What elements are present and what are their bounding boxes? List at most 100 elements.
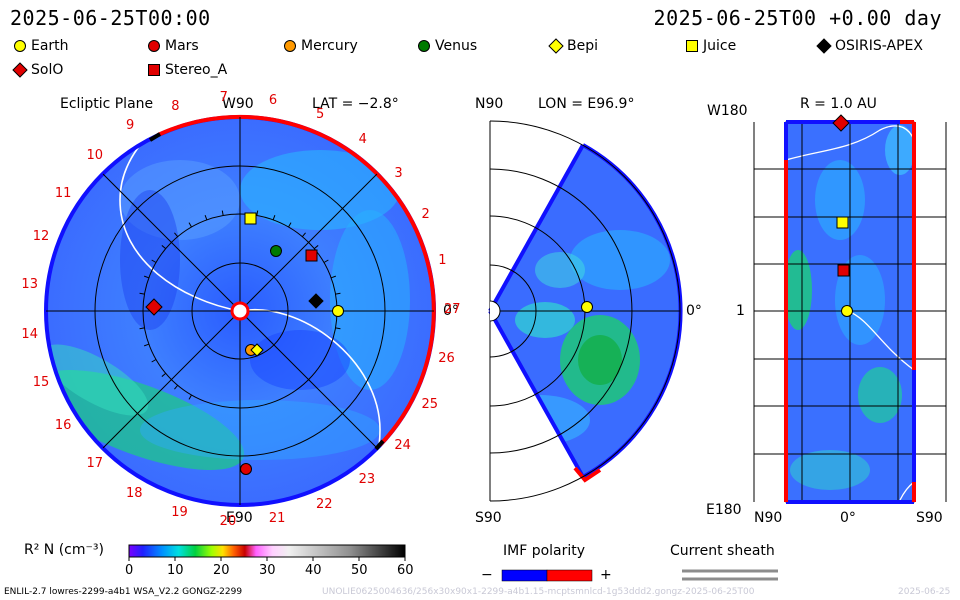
radial-mid-left: 1 (736, 303, 745, 319)
legend-item-bepi: Bepi (548, 38, 598, 54)
ecliptic-tick (221, 210, 224, 216)
earth-marker-radial (841, 305, 853, 317)
footer-right: UNOLIE0625004636/256x30x90x1-2299-a4b1.1… (322, 587, 755, 597)
meridional-right-label: 0° (686, 303, 702, 319)
earth-marker-meridional (581, 301, 593, 313)
ecliptic-panel (44, 114, 436, 507)
colorbar-tick-label: 20 (213, 563, 230, 578)
ecliptic-tick (174, 384, 179, 390)
legend-item-juice: Juice (684, 38, 736, 54)
carrington-label: 25 (421, 397, 438, 413)
carrington-label: 12 (32, 229, 50, 245)
ecliptic-tick (143, 343, 150, 347)
legend-item-earth: Earth (12, 38, 69, 54)
venus-marker (270, 245, 282, 257)
ecliptic-tick (151, 259, 157, 263)
carrington-label: 7 (219, 90, 228, 106)
carrington-label: 11 (54, 185, 72, 201)
radial-density-features (786, 125, 914, 501)
ecliptic-tick (288, 222, 292, 228)
carrington-label: 27 (444, 302, 461, 317)
radial-x-label-0: 0° (840, 510, 856, 526)
legend-square-icon (148, 64, 160, 76)
legend-label: OSIRIS-APEX (835, 38, 923, 54)
legend-label: Venus (435, 38, 478, 54)
radial-x-label-s90: S90 (916, 510, 943, 526)
carrington-label: 14 (21, 326, 38, 342)
legend-circle-icon (284, 40, 296, 52)
colorbar-tick-label: 10 (167, 563, 184, 578)
ecliptic-density-features (46, 117, 410, 505)
meridional-top-label: N90 (475, 96, 504, 112)
footer-left: ENLIL-2.7 lowres-2299-a4b1 WSA_V2.2 GONG… (4, 587, 243, 597)
ecliptic-tick (256, 210, 259, 216)
colorbar-label: R² N (cm⁻³) (24, 542, 104, 558)
osiris-apex-marker (308, 293, 324, 309)
legend-label: Bepi (567, 38, 598, 54)
radial-panel (753, 120, 947, 504)
ecliptic-tick (139, 327, 145, 330)
carrington-label: 23 (358, 472, 376, 488)
legend-diamond-icon (548, 38, 564, 54)
time-left: 2025-06-25T00:00 (10, 6, 211, 30)
ecliptic-bottom-label: E90 (226, 510, 253, 526)
mars-marker (240, 463, 252, 475)
ecliptic-tick (272, 214, 276, 221)
ecliptic-tick (188, 394, 192, 400)
legend-item-venus: Venus (416, 38, 477, 54)
imf-minus: − (481, 567, 493, 583)
legend-label: Earth (31, 38, 69, 54)
legend-diamond-icon (816, 38, 832, 54)
ecliptic-tick (174, 232, 179, 238)
ecliptic-tick (143, 275, 150, 279)
ecliptic-title: Ecliptic Plane (60, 96, 154, 112)
ecliptic-tick (161, 372, 167, 377)
radial-bottom-left: E180 (706, 502, 742, 518)
carrington-label: 19 (171, 505, 188, 521)
solo-marker (145, 298, 163, 316)
ecliptic-tick (335, 292, 341, 295)
carrington-label: 2 (421, 206, 430, 222)
carrington-label: 13 (21, 277, 38, 293)
ecliptic-tick (151, 359, 157, 363)
ecliptic-right-label: 0° (443, 303, 459, 319)
ecliptic-tick (323, 259, 329, 263)
carrington-label: 18 (126, 485, 143, 501)
carrington-label: 10 (86, 147, 104, 163)
carrington-label: 1 (438, 253, 447, 269)
legend-circle-icon (14, 40, 26, 52)
imf-negative-swatch (501, 569, 548, 582)
bepi-marker (250, 343, 264, 357)
ecliptic-tick (301, 232, 306, 238)
carrington-label: 6 (268, 93, 278, 109)
colorbar-tick-label: 0 (125, 563, 134, 578)
carrington-label: 9 (126, 118, 135, 134)
carrington-label: 3 (394, 165, 403, 181)
carrington-label: 4 (358, 131, 367, 147)
colorbar-tick-label: 30 (259, 563, 276, 578)
colorbar-tick-label: 50 (351, 563, 368, 578)
solo-marker-radial (832, 114, 850, 132)
ecliptic-top-label: W90 (222, 96, 254, 112)
legend-circle-icon (148, 40, 160, 52)
carrington-label: 21 (268, 510, 286, 526)
earth-marker (332, 305, 344, 317)
legend-circle-icon (418, 40, 430, 52)
ecliptic-polarity-pos (157, 114, 436, 447)
legend-item-mars: Mars (146, 38, 199, 54)
imf-label: IMF polarity (503, 543, 586, 559)
stereo-a-marker (305, 249, 318, 262)
sheath-label: Current sheath (670, 543, 775, 559)
imf-positive-swatch (546, 569, 593, 582)
juice-marker (244, 212, 257, 225)
legend-item-mercury: Mercury (282, 38, 358, 54)
ecliptic-tick (330, 275, 337, 279)
carrington-label: 16 (54, 418, 72, 434)
stereo-a-marker-radial (837, 264, 850, 277)
radial-x-label-n90: N90 (754, 510, 783, 526)
radial-title: R = 1.0 AU (800, 96, 877, 112)
legend-label: Mercury (301, 38, 358, 54)
ecliptic-tick (313, 245, 319, 250)
footer-right-date: 2025-06-25 (898, 587, 951, 597)
